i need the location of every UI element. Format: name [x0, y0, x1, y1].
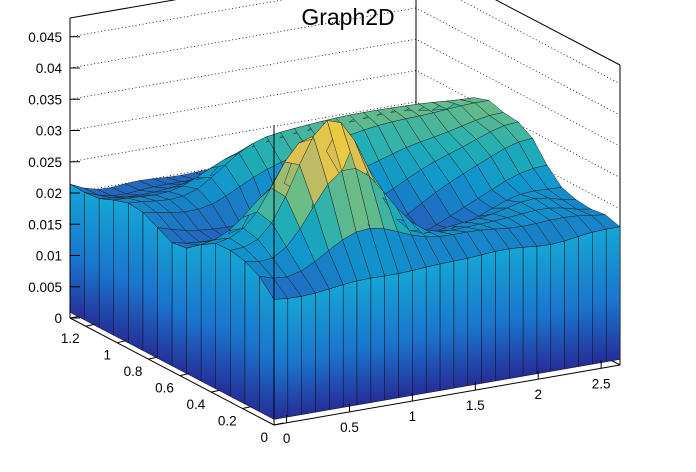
z-tick-label: 0.025 — [28, 155, 62, 170]
surface-side-right — [578, 231, 593, 367]
y-tick — [179, 373, 189, 377]
z-tick-label: 0.03 — [36, 124, 62, 139]
surface-side-left — [157, 226, 173, 367]
z-grid-line — [69, 7, 621, 116]
surface-side-left — [244, 260, 260, 413]
surface-side-left — [186, 244, 202, 382]
y-tick — [85, 323, 95, 327]
y-tick — [211, 389, 221, 393]
z-tick-label: 0.04 — [36, 61, 63, 76]
back-top-edge-y — [494, 0, 621, 66]
x-tick-label: 0 — [283, 431, 291, 446]
front-frame — [69, 18, 621, 426]
back-top-edge-x — [69, 0, 177, 19]
y-tick-label: 0.2 — [218, 414, 237, 429]
y-tick-label: 1 — [104, 348, 112, 363]
surface-side-right — [605, 226, 621, 363]
z-tick-label: 0.01 — [36, 249, 62, 264]
y-axis — [69, 317, 275, 426]
z-tick-label: 0 — [54, 311, 62, 326]
surface-side-right — [509, 247, 524, 379]
z-tick-label: 0.02 — [36, 186, 62, 201]
tick-labels: 0 0.5 1 1.5 2 2.5 0 0.2 0.4 0.6 0.8 1 1.2 0 0.005 0.01 0… — [28, 30, 610, 446]
x-tick-label: 1 — [409, 409, 417, 424]
z-tick-label: 0.015 — [28, 217, 62, 232]
surface-side-right — [439, 260, 455, 391]
surface-side-left — [200, 243, 216, 390]
surface-mesh — [69, 97, 621, 420]
surface-side-right — [342, 280, 358, 408]
y-tick-label: 0 — [260, 430, 268, 445]
z-tick-label: 0.045 — [28, 30, 62, 45]
surface-side-left — [113, 199, 129, 344]
surface-side-right — [425, 263, 441, 394]
surface-side-right — [315, 288, 330, 413]
surface-side-right — [273, 298, 289, 420]
x-tick-label: 2 — [534, 387, 542, 402]
surface-side-right — [398, 270, 413, 399]
y-tick-label: 1.2 — [61, 331, 80, 346]
surface-side-left — [69, 183, 85, 321]
surface-side-right — [301, 292, 316, 415]
y-tick — [148, 356, 158, 360]
surface-side-right — [329, 284, 344, 411]
z-tick-label: 0.005 — [28, 280, 62, 295]
surface-side-right — [536, 244, 552, 375]
surface-side-right — [481, 251, 496, 384]
surface-side-left — [142, 211, 158, 359]
surface-side-left — [84, 192, 100, 329]
x-tick-label: 0.5 — [340, 420, 359, 435]
z-tick-label: 0.035 — [28, 92, 62, 107]
y-tick-label: 0.4 — [186, 397, 205, 412]
y-tick-label: 0.6 — [155, 381, 174, 396]
surface-side-right — [522, 246, 538, 377]
surface-side-right — [412, 266, 427, 396]
y-tick — [116, 340, 127, 344]
surface-side-left — [98, 198, 114, 336]
surface-side-right — [384, 273, 399, 401]
z-grid-line — [69, 38, 621, 147]
surface-side-left — [259, 275, 275, 420]
surface-side-right — [592, 228, 607, 365]
y-tick-label: 0.8 — [124, 364, 143, 379]
surface-side-left — [230, 249, 246, 405]
x-tick-label: 2.5 — [592, 376, 611, 391]
surface-side-right — [453, 257, 469, 389]
y-tick — [242, 406, 252, 410]
surface-side-right — [370, 275, 385, 403]
x-tick-label: 1.5 — [466, 398, 485, 413]
z-grid-line — [69, 0, 621, 85]
surface-side-left — [128, 202, 144, 352]
z-grid-line — [69, 70, 621, 178]
surface-side-right — [550, 240, 565, 372]
x-axis — [273, 364, 621, 426]
surface-side-left — [171, 242, 187, 374]
surface-side-right — [356, 277, 372, 406]
y-tick — [273, 422, 284, 426]
surface-side-right — [287, 296, 302, 418]
surface-side-right — [495, 248, 510, 382]
surface-side-right — [467, 254, 482, 387]
chart-title: Graph2D — [301, 4, 395, 30]
surface-side-right — [564, 236, 579, 370]
surface-side-left — [215, 243, 231, 397]
